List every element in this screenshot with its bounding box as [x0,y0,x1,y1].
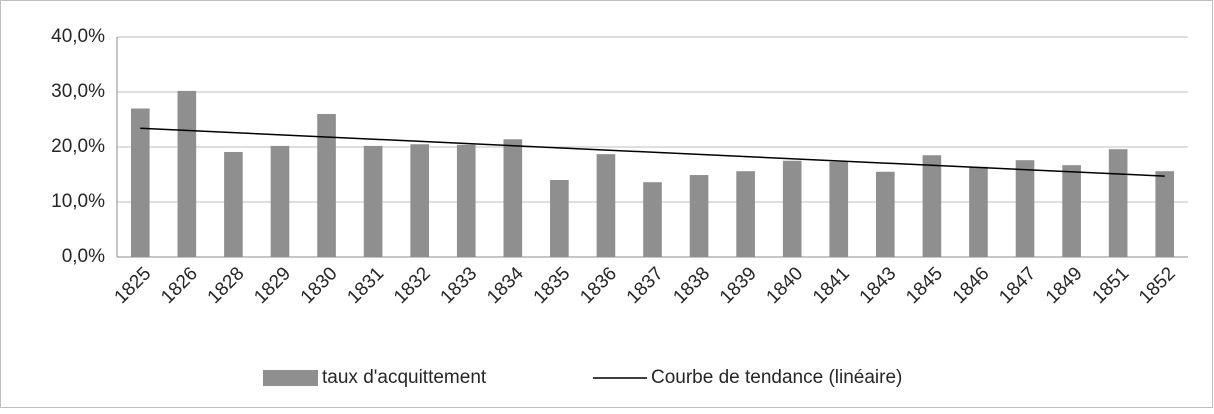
bar [876,171,895,257]
y-tick-label: 0,0% [62,246,105,267]
y-tick-label: 40,0% [51,26,105,47]
y-tick-label: 30,0% [51,81,105,102]
bar [224,151,243,257]
y-tick-label: 20,0% [51,136,105,157]
bar [1155,171,1175,257]
bar [1062,165,1081,257]
bar [177,90,197,258]
bar [1108,149,1128,257]
bar [363,145,383,257]
bar [736,171,755,257]
bar [922,155,942,257]
bar [410,144,429,257]
bar [130,108,150,257]
bar [689,175,709,257]
legend-label: taux d'acquittement [322,367,487,388]
bar [782,160,802,257]
bar [596,154,616,257]
bar [1015,160,1035,257]
bar [317,114,336,257]
legend-label: Courbe de tendance (linéaire) [651,367,902,388]
y-tick-label: 10,0% [51,191,105,212]
trendline [140,127,1165,177]
bar [456,144,476,257]
bar [969,166,988,257]
legend-swatch [263,370,318,386]
bar [829,161,849,257]
bar [550,180,569,257]
bar [503,139,523,257]
bar [270,145,290,257]
bar [643,182,662,257]
